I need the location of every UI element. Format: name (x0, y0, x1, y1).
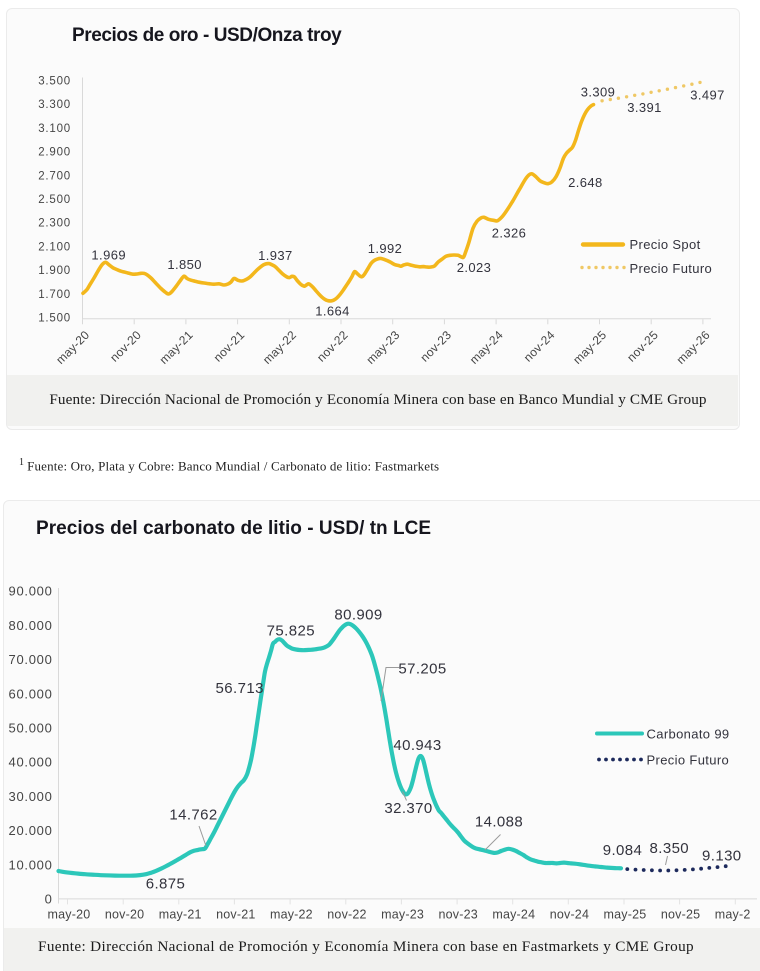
svg-text:9.084: 9.084 (603, 842, 643, 859)
svg-text:may-22: may-22 (270, 908, 313, 922)
svg-text:80.000: 80.000 (9, 618, 53, 633)
svg-text:40.000: 40.000 (9, 755, 53, 770)
svg-text:3.300: 3.300 (38, 99, 71, 111)
svg-text:60.000: 60.000 (9, 686, 53, 701)
svg-text:14.088: 14.088 (475, 814, 523, 831)
svg-text:2.700: 2.700 (38, 170, 71, 182)
svg-text:8.350: 8.350 (650, 840, 690, 857)
svg-text:2.300: 2.300 (38, 218, 71, 230)
svg-text:nov-23: nov-23 (438, 908, 477, 922)
svg-text:nov-25: nov-25 (661, 908, 700, 922)
svg-text:1.664: 1.664 (315, 304, 350, 319)
svg-text:may-26: may-26 (715, 908, 758, 922)
svg-text:may-23: may-23 (363, 328, 402, 367)
svg-text:may-24: may-24 (467, 328, 506, 367)
svg-text:3.100: 3.100 (38, 123, 71, 135)
svg-text:9.130: 9.130 (702, 848, 742, 865)
svg-text:3.309: 3.309 (581, 85, 616, 100)
svg-text:nov-21: nov-21 (211, 328, 248, 365)
svg-text:may-20: may-20 (53, 328, 92, 367)
svg-text:may-22: may-22 (260, 328, 299, 367)
svg-text:1.850: 1.850 (167, 257, 202, 272)
svg-text:2.100: 2.100 (38, 241, 71, 253)
svg-text:10.000: 10.000 (9, 857, 53, 872)
svg-text:56.713: 56.713 (216, 680, 264, 697)
svg-text:nov-21: nov-21 (216, 908, 255, 922)
svg-text:nov-24: nov-24 (521, 328, 558, 365)
svg-text:70.000: 70.000 (9, 652, 53, 667)
svg-text:nov-22: nov-22 (327, 908, 366, 922)
svg-text:nov-24: nov-24 (550, 908, 589, 922)
svg-text:40.943: 40.943 (393, 737, 441, 754)
svg-text:may-25: may-25 (570, 328, 609, 367)
svg-text:may-24: may-24 (492, 908, 535, 922)
svg-text:32.370: 32.370 (384, 800, 432, 817)
svg-text:Precio Futuro: Precio Futuro (647, 753, 730, 768)
svg-text:2.900: 2.900 (38, 147, 71, 159)
svg-text:1.500: 1.500 (38, 313, 71, 325)
svg-text:1.992: 1.992 (368, 241, 403, 256)
svg-text:14.762: 14.762 (169, 807, 217, 824)
svg-text:2.023: 2.023 (457, 260, 492, 275)
svg-text:1.900: 1.900 (38, 265, 71, 277)
svg-text:20.000: 20.000 (9, 823, 53, 838)
svg-text:nov-25: nov-25 (624, 328, 661, 365)
svg-text:1.937: 1.937 (258, 248, 293, 263)
svg-text:57.205: 57.205 (398, 661, 446, 678)
svg-text:2.326: 2.326 (492, 226, 527, 241)
svg-text:Carbonato 99: Carbonato 99 (647, 727, 730, 742)
svg-text:2.648: 2.648 (568, 175, 603, 190)
svg-text:6.875: 6.875 (146, 876, 186, 893)
svg-text:3.497: 3.497 (690, 88, 725, 103)
svg-text:nov-20: nov-20 (105, 908, 144, 922)
svg-text:may-25: may-25 (604, 908, 647, 922)
svg-text:50.000: 50.000 (9, 721, 53, 736)
svg-text:2.500: 2.500 (38, 194, 71, 206)
svg-text:0: 0 (45, 892, 53, 907)
svg-text:1.700: 1.700 (38, 289, 71, 301)
svg-text:3.500: 3.500 (38, 76, 71, 88)
svg-text:may-23: may-23 (381, 908, 424, 922)
svg-text:may-21: may-21 (157, 328, 196, 367)
svg-text:nov-22: nov-22 (314, 328, 351, 365)
svg-text:1.969: 1.969 (91, 248, 126, 263)
svg-text:may-20: may-20 (48, 908, 91, 922)
svg-text:may-21: may-21 (159, 908, 202, 922)
svg-text:30.000: 30.000 (9, 789, 53, 804)
svg-text:80.909: 80.909 (334, 607, 382, 624)
svg-text:3.391: 3.391 (627, 100, 662, 115)
svg-text:75.825: 75.825 (267, 622, 315, 639)
svg-text:Precio Spot: Precio Spot (630, 237, 701, 252)
svg-text:may-26: may-26 (674, 328, 713, 367)
svg-text:nov-23: nov-23 (417, 328, 454, 365)
svg-text:Precio Futuro: Precio Futuro (630, 261, 713, 276)
svg-text:90.000: 90.000 (9, 584, 53, 599)
svg-text:nov-20: nov-20 (107, 328, 144, 365)
